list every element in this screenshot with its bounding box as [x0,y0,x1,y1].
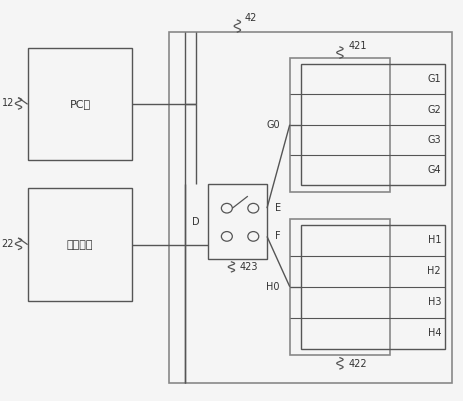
Text: 422: 422 [348,359,367,369]
Bar [28,188,132,301]
Text: 421: 421 [348,41,367,51]
Text: PC机: PC机 [69,99,91,109]
Text: H2: H2 [427,266,441,276]
Text: 42: 42 [244,13,257,23]
Text: H3: H3 [428,297,441,307]
Bar [301,64,445,185]
Bar [169,32,451,383]
Text: H0: H0 [266,282,280,292]
Text: 423: 423 [240,262,258,272]
Text: G4: G4 [427,165,441,175]
Text: G0: G0 [266,120,280,130]
Text: D: D [192,217,200,227]
Text: 22: 22 [1,239,14,249]
Text: H1: H1 [428,235,441,245]
Text: H4: H4 [428,328,441,338]
Bar [28,48,132,160]
Text: G3: G3 [427,135,441,145]
Bar [208,184,267,259]
Bar [290,219,390,355]
Text: E: E [275,203,282,213]
Bar [301,225,445,349]
Text: 测试仪表: 测试仪表 [67,240,94,249]
Text: 12: 12 [1,99,14,108]
Bar [290,58,390,192]
Text: F: F [275,231,281,241]
Text: G2: G2 [427,105,441,115]
Text: G1: G1 [427,74,441,84]
